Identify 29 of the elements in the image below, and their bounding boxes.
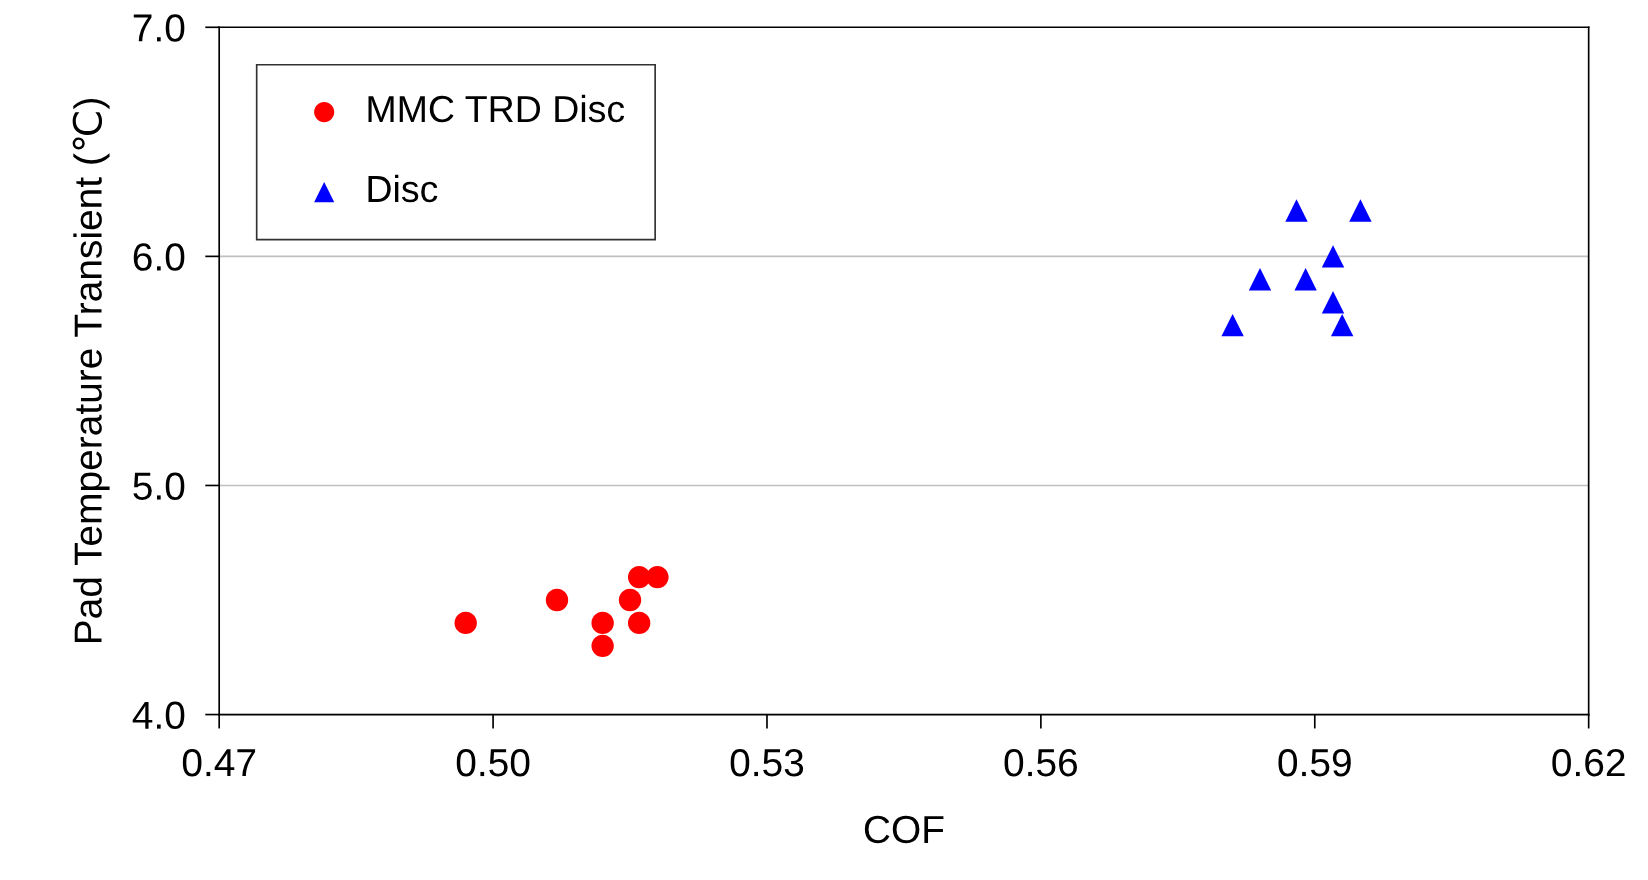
y-tick-label: 7.0 — [133, 14, 185, 42]
point — [1321, 245, 1345, 268]
point — [646, 565, 669, 589]
x-tick-label: 0.50 — [456, 748, 530, 777]
point — [591, 634, 614, 658]
y-tick-label: 5.0 — [133, 472, 185, 500]
point — [1321, 290, 1345, 314]
point — [1330, 313, 1354, 337]
point — [1349, 199, 1372, 222]
point — [1221, 313, 1244, 337]
x-tick-label: 0.56 — [1004, 748, 1078, 777]
x-axis-title: COF — [864, 815, 944, 844]
point — [1248, 268, 1272, 291]
point — [627, 611, 651, 635]
point — [1285, 199, 1308, 222]
legend-label: Disc — [368, 174, 438, 203]
legend-label: MMC TRD Disc — [368, 94, 625, 123]
point — [618, 588, 642, 612]
y-axis-title: Pad Temperature Transient (℃) — [72, 98, 110, 643]
point — [454, 611, 477, 635]
x-tick-label: 0.62 — [1552, 748, 1625, 777]
point — [1294, 268, 1317, 291]
x-tick-label: 0.53 — [730, 748, 804, 777]
point — [591, 611, 614, 635]
y-tick-label: 6.0 — [133, 243, 185, 271]
x-tick-label: 0.47 — [182, 748, 256, 777]
y-tick-label: 4.0 — [132, 701, 185, 730]
x-tick-label: 0.59 — [1278, 748, 1351, 777]
point — [545, 588, 569, 612]
